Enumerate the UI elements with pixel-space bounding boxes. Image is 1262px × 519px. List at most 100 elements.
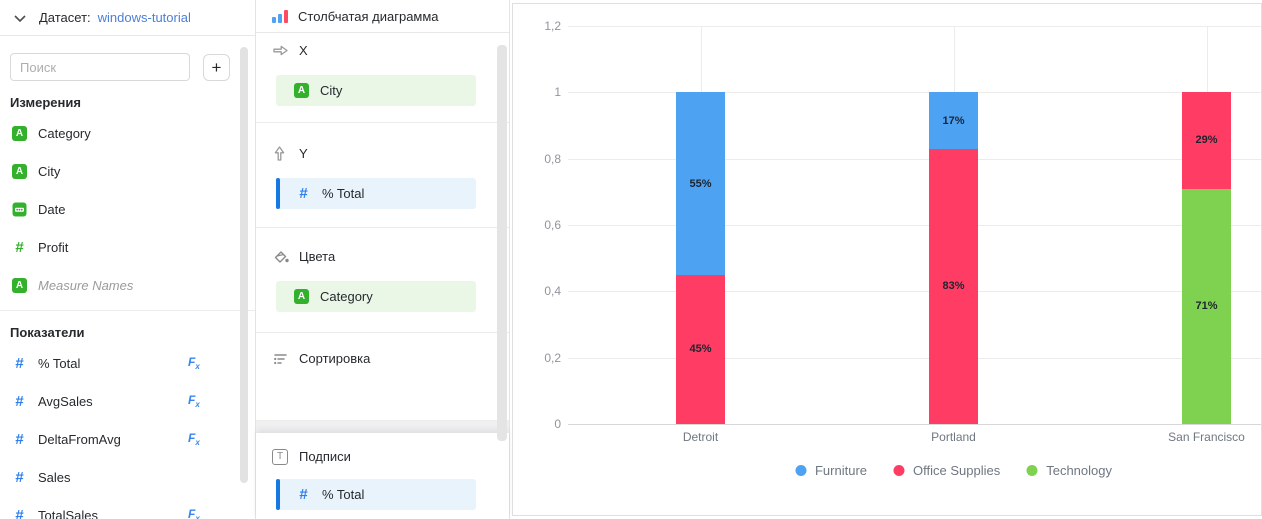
y-axis-tick-label: 0,2 — [544, 350, 561, 365]
panel-scrollbar[interactable] — [497, 45, 507, 441]
section-sorting-title: Сортировка — [299, 351, 371, 366]
legend-label: Furniture — [814, 463, 868, 478]
y-axis-tick-label: 1 — [554, 85, 561, 100]
text-label-icon: T — [272, 448, 292, 465]
dimensions-section-title: Измерения — [10, 95, 81, 110]
legend-label: Technology — [1046, 463, 1113, 478]
sidebar-scrollbar[interactable] — [240, 47, 248, 483]
fx-icon: Fx — [188, 506, 200, 519]
chart-legend: Furniture Office Supplies Technology — [794, 463, 1112, 478]
x-axis-category-label: Detroit — [682, 430, 719, 444]
legend-dot-icon — [893, 465, 905, 476]
dimension-item[interactable]: A Measure Names — [0, 266, 255, 304]
chart-type-selector[interactable]: Столбчатая диаграмма — [256, 0, 509, 33]
section-colors: Цвета A Category — [256, 228, 509, 333]
bar-segment-office-supplies[interactable] — [676, 274, 725, 424]
field-label: Date — [38, 201, 66, 217]
measure-item[interactable]: # AvgSales Fx — [0, 382, 255, 420]
x-axis-category-label: San Francisco — [1168, 430, 1245, 444]
bar-segment-office-supplies[interactable] — [929, 148, 978, 424]
section-labels: T Подписи # % Total — [256, 433, 509, 519]
measure-item[interactable]: # Sales — [0, 458, 255, 496]
number-field-icon: # — [15, 506, 24, 519]
field-label: Category — [38, 125, 91, 141]
dataset-name-link[interactable]: windows-tutorial — [97, 10, 191, 25]
field-label: AvgSales — [38, 393, 93, 409]
section-x: X A City — [256, 33, 509, 123]
y-axis-tick-label: 1,2 — [544, 19, 561, 33]
section-y: Y # % Total — [256, 123, 509, 228]
section-x-title: X — [299, 43, 308, 58]
dataset-header: Датасет: windows-tutorial — [0, 0, 255, 36]
section-labels-title: Подписи — [299, 449, 351, 464]
bar-data-label: 55% — [689, 177, 712, 190]
number-field-icon: # — [15, 238, 24, 256]
chart-widget: 0 0,2 0,4 0,6 0,8 1 1,2 45% 55% 83% 17% 71% 29% Detro… — [512, 3, 1262, 516]
measures-list: # % Total Fx # AvgSales Fx # DeltaFromAvg Fx # Sal… — [0, 344, 255, 519]
legend-item-office-supplies[interactable]: Office Supplies — [893, 463, 1000, 478]
number-field-icon: # — [15, 468, 24, 486]
section-sorting: Сортировка — [256, 333, 509, 421]
string-field-icon: A — [294, 83, 309, 98]
dimensions-list: A Category A City Date # Profit A Measure Names — [0, 114, 255, 304]
chevron-down-icon[interactable] — [12, 10, 28, 26]
string-field-icon: A — [12, 163, 27, 179]
measure-item[interactable]: # DeltaFromAvg Fx — [0, 420, 255, 458]
sidebar-divider — [0, 310, 255, 311]
bar-segment-office-supplies[interactable] — [1182, 92, 1231, 189]
field-label: DeltaFromAvg — [38, 431, 121, 447]
number-field-icon: # — [15, 354, 24, 372]
arrow-right-icon — [272, 42, 292, 59]
bar-segment-furniture[interactable] — [929, 92, 978, 149]
legend-label: Office Supplies — [913, 463, 1001, 478]
measures-section-title: Показатели — [10, 325, 85, 340]
number-field-icon: # — [15, 430, 24, 448]
sort-lines-icon — [272, 350, 292, 367]
date-field-icon — [12, 202, 27, 217]
y-axis-tick-label: 0 — [554, 417, 561, 431]
y-gridline — [568, 158, 1261, 160]
measure-item[interactable]: # % Total Fx — [0, 344, 255, 382]
field-label: % Total — [38, 355, 81, 371]
legend-item-furniture[interactable]: Furniture — [794, 463, 868, 478]
dimension-item[interactable]: A Category — [0, 114, 255, 152]
fx-icon: Fx — [188, 354, 200, 372]
y-gridline — [568, 291, 1261, 293]
bar-data-label: 45% — [689, 343, 712, 356]
dimension-item[interactable]: # Profit — [0, 228, 255, 266]
dimension-item[interactable]: Date — [0, 190, 255, 228]
measure-item[interactable]: # TotalSales Fx — [0, 496, 255, 519]
search-input[interactable] — [10, 53, 190, 81]
section-colors-title: Цвета — [299, 249, 336, 264]
y-gridline — [568, 357, 1261, 359]
y-field-chip-percent-total[interactable]: # % Total — [276, 178, 476, 209]
panel-gap — [256, 421, 509, 433]
plus-icon: + — [211, 57, 222, 77]
dimension-item[interactable]: A City — [0, 152, 255, 190]
y-gridline — [568, 92, 1261, 94]
colors-field-chip-category[interactable]: A Category — [276, 281, 476, 312]
bar-segment-furniture[interactable] — [676, 92, 725, 275]
string-field-icon: A — [12, 277, 27, 293]
field-label: Measure Names — [38, 277, 134, 293]
y-axis-tick-label: 0,8 — [544, 151, 561, 166]
x-axis-category-label: Portland — [931, 430, 976, 444]
field-label: Profit — [38, 239, 69, 255]
labels-field-chip-percent-total[interactable]: # % Total — [276, 479, 476, 510]
bar-data-label: 83% — [942, 280, 965, 293]
bar-segment-technology[interactable] — [1182, 188, 1231, 424]
bar-data-label: 71% — [1195, 300, 1218, 313]
legend-dot-icon — [794, 465, 806, 476]
paint-bucket-icon — [272, 248, 292, 265]
bar-data-label: 29% — [1195, 134, 1218, 147]
y-axis-tick-label: 0,6 — [544, 218, 561, 232]
column-chart-icon — [272, 9, 288, 23]
fx-icon: Fx — [188, 430, 200, 448]
x-field-chip-city[interactable]: A City — [276, 75, 476, 106]
legend-item-technology[interactable]: Technology — [1026, 463, 1112, 478]
number-field-icon: # — [299, 185, 308, 202]
number-field-icon: # — [15, 392, 24, 410]
chart-settings-panel: Столбчатая диаграмма X A City Y — [256, 0, 510, 519]
add-field-button[interactable]: + — [203, 53, 230, 81]
